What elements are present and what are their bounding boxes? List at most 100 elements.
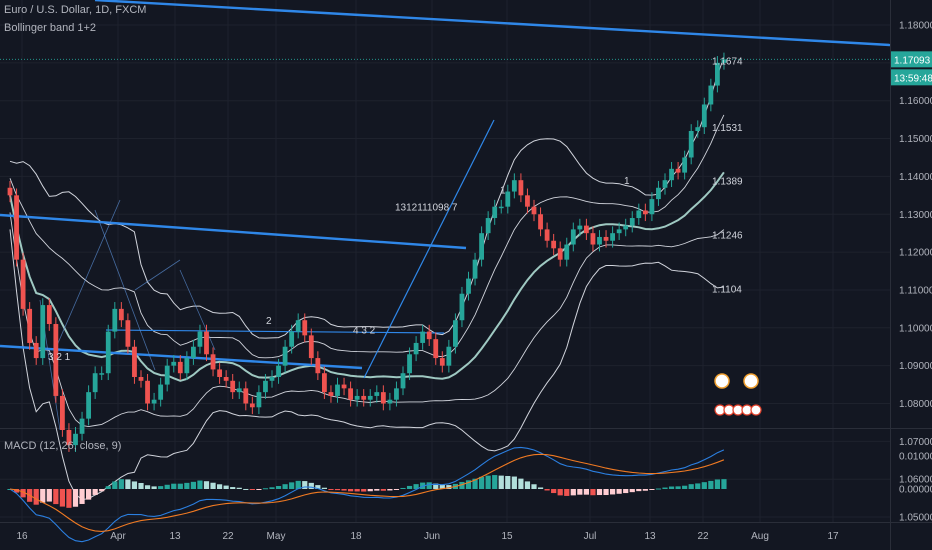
annotation-label: 1312111098 7 — [395, 203, 458, 214]
candle-body — [518, 180, 524, 196]
candle-body — [492, 206, 498, 219]
candle-body — [27, 308, 33, 343]
candle-body — [14, 195, 19, 260]
macd-histogram-bar — [138, 482, 144, 489]
candle-body — [361, 395, 367, 400]
macd-histogram-bar — [629, 489, 635, 493]
macd-histogram-bar — [610, 489, 616, 495]
macd-histogram-bar — [302, 481, 308, 489]
macd-histogram-bar — [203, 481, 210, 489]
candle-body — [597, 236, 602, 245]
macd-histogram-bar — [662, 487, 668, 489]
macd-signal-line — [9, 453, 725, 532]
time-tick-label: Jun — [424, 531, 440, 542]
candle-body — [505, 191, 511, 207]
price-tick-label: 1.07000 — [899, 437, 932, 448]
macd-histogram-bar — [531, 484, 537, 489]
bollinger-lower-2 — [9, 229, 724, 501]
macd-histogram-bar — [72, 489, 79, 507]
candle-body — [125, 320, 131, 347]
candle-body — [348, 388, 353, 400]
macd-histogram-bar — [459, 481, 465, 489]
candle-body — [236, 388, 242, 393]
macd-histogram-bar — [406, 485, 413, 489]
candle-body — [99, 373, 105, 375]
macd-histogram-bar — [361, 489, 367, 492]
macd-histogram-bar — [465, 480, 472, 489]
macd-histogram-bar — [269, 487, 275, 489]
candle-body — [138, 377, 144, 381]
macd-histogram-bar — [708, 480, 714, 489]
candle-body — [439, 358, 445, 366]
candle-body — [7, 187, 13, 196]
annotation-label: 1.1531 — [712, 123, 743, 134]
candle-body — [164, 365, 170, 385]
candle-body — [446, 346, 452, 366]
candle-body — [73, 433, 78, 446]
time-tick-label: Apr — [110, 531, 126, 542]
macd-histogram-bar — [537, 487, 544, 489]
drawing-line — [54, 199, 121, 351]
macd-histogram-bar — [249, 489, 255, 490]
trendline-channel-upper — [0, 213, 467, 250]
macd-histogram-bar — [118, 479, 124, 489]
drawing-line — [134, 259, 181, 291]
candle-body — [715, 62, 720, 86]
candle-body — [335, 384, 340, 396]
candle-body — [276, 365, 281, 378]
event-flag-icon — [743, 373, 759, 389]
macd-histogram-bar — [13, 489, 20, 493]
candle-body — [551, 240, 557, 249]
candle-body — [230, 380, 236, 393]
candle-body — [282, 346, 288, 366]
macd-histogram-bar — [623, 489, 629, 494]
macd-histogram-bar — [472, 478, 478, 489]
macd-histogram-bar — [688, 484, 694, 489]
candle-body — [20, 259, 26, 309]
time-tick-label: 18 — [350, 531, 362, 542]
macd-histogram-bar — [321, 487, 327, 489]
macd-histogram-bar — [649, 489, 655, 490]
candle-body — [407, 354, 412, 374]
macd-histogram-bar — [393, 489, 400, 490]
price-tick-label: 1.13000 — [899, 210, 932, 221]
candle-body — [394, 388, 399, 400]
bollinger-upper-1 — [9, 114, 725, 359]
macd-histogram-bar — [236, 487, 242, 489]
candle-body — [302, 320, 308, 336]
price-tick-label: 1.06000 — [899, 475, 932, 486]
macd-histogram-bar — [682, 485, 688, 489]
macd-histogram-bar — [125, 479, 131, 489]
macd-histogram-bar — [485, 475, 491, 489]
macd-histogram-bar — [158, 486, 164, 489]
candle-body — [498, 206, 504, 209]
candle-body — [479, 233, 484, 260]
macd-histogram-bar — [616, 489, 622, 494]
macd-histogram-bar — [190, 481, 196, 489]
candle-body — [649, 199, 655, 215]
macd-histogram-bar — [498, 475, 504, 489]
candle-body — [118, 308, 124, 321]
candle-body — [675, 168, 681, 173]
macd-histogram-bar — [197, 480, 203, 489]
candle-body — [328, 392, 334, 396]
macd-histogram-bar — [308, 482, 314, 489]
candle-body — [669, 168, 674, 181]
time-tick-label: 13 — [169, 531, 181, 542]
countdown-value: 13:59:48 — [894, 73, 932, 84]
macd-histogram-bar — [151, 486, 157, 489]
macd-histogram-bar — [40, 489, 46, 503]
candle-body — [40, 305, 46, 359]
macd-histogram-bar — [570, 489, 576, 496]
candle-body — [564, 244, 570, 260]
candle-body — [66, 429, 72, 446]
candle-body — [86, 392, 91, 419]
macd-histogram-bar — [92, 489, 98, 495]
macd-histogram-bar — [374, 489, 380, 491]
candle-body — [688, 130, 694, 158]
candle-body — [151, 399, 157, 404]
candle-body — [46, 305, 52, 325]
countdown-tag — [891, 69, 932, 86]
candle-body — [584, 225, 589, 234]
